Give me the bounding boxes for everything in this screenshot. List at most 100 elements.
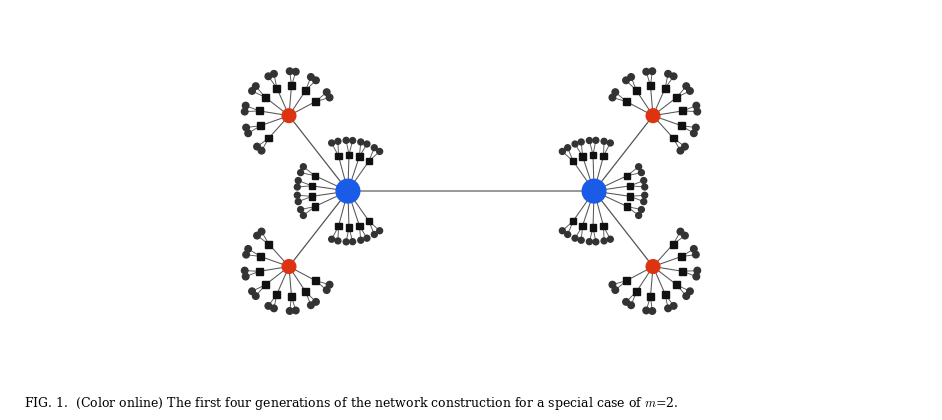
- Circle shape: [335, 138, 341, 144]
- Bar: [266, 134, 272, 142]
- Circle shape: [358, 237, 364, 243]
- Circle shape: [326, 94, 333, 101]
- Bar: [590, 152, 596, 158]
- Bar: [600, 223, 607, 229]
- Circle shape: [300, 213, 306, 218]
- Circle shape: [241, 108, 248, 115]
- Bar: [262, 281, 268, 289]
- Bar: [647, 293, 654, 300]
- Circle shape: [270, 71, 277, 77]
- Circle shape: [243, 251, 250, 258]
- Circle shape: [343, 239, 349, 245]
- Circle shape: [627, 302, 634, 309]
- Circle shape: [243, 124, 250, 131]
- Circle shape: [572, 235, 578, 241]
- Bar: [356, 223, 363, 229]
- Circle shape: [677, 147, 684, 154]
- Circle shape: [313, 299, 319, 305]
- Circle shape: [671, 303, 677, 309]
- Circle shape: [258, 228, 265, 235]
- Circle shape: [694, 267, 701, 274]
- Circle shape: [294, 184, 300, 190]
- Circle shape: [593, 239, 599, 245]
- Bar: [312, 277, 319, 284]
- Circle shape: [564, 145, 571, 151]
- Circle shape: [612, 287, 619, 293]
- Circle shape: [687, 288, 693, 294]
- Bar: [674, 281, 680, 289]
- Bar: [302, 87, 309, 94]
- Circle shape: [308, 74, 315, 80]
- Circle shape: [682, 232, 689, 239]
- Bar: [365, 158, 372, 164]
- Circle shape: [253, 232, 260, 239]
- Circle shape: [692, 251, 699, 258]
- Circle shape: [608, 236, 613, 242]
- Circle shape: [245, 130, 252, 136]
- Circle shape: [646, 109, 659, 123]
- Bar: [674, 94, 680, 101]
- Bar: [312, 173, 318, 179]
- Bar: [273, 291, 281, 297]
- Bar: [623, 277, 630, 284]
- Bar: [256, 108, 263, 114]
- Circle shape: [687, 88, 693, 94]
- Circle shape: [283, 109, 296, 123]
- Bar: [365, 218, 372, 224]
- Bar: [262, 94, 268, 101]
- Circle shape: [253, 143, 260, 150]
- Circle shape: [258, 147, 265, 154]
- Circle shape: [252, 83, 259, 89]
- Circle shape: [578, 139, 584, 145]
- Circle shape: [308, 302, 315, 309]
- Circle shape: [295, 199, 301, 205]
- Bar: [661, 85, 669, 92]
- Bar: [624, 173, 630, 179]
- Circle shape: [692, 124, 699, 131]
- Circle shape: [612, 89, 619, 95]
- Circle shape: [371, 231, 378, 237]
- Circle shape: [270, 305, 277, 312]
- Bar: [679, 108, 686, 114]
- Circle shape: [690, 130, 697, 136]
- Circle shape: [364, 141, 370, 147]
- Circle shape: [358, 139, 364, 145]
- Circle shape: [643, 68, 650, 75]
- Circle shape: [286, 68, 293, 74]
- Circle shape: [300, 164, 306, 170]
- Circle shape: [682, 143, 689, 150]
- Circle shape: [242, 102, 249, 109]
- Circle shape: [371, 145, 378, 151]
- Circle shape: [690, 246, 697, 252]
- Circle shape: [329, 140, 334, 146]
- Circle shape: [683, 293, 690, 299]
- Text: FIG. 1.  (Color online) The first four generations of the network construction f: FIG. 1. (Color online) The first four ge…: [24, 395, 678, 412]
- Circle shape: [323, 89, 330, 95]
- Bar: [633, 87, 640, 94]
- Circle shape: [642, 184, 648, 190]
- Circle shape: [560, 228, 565, 234]
- Circle shape: [313, 77, 319, 84]
- Circle shape: [286, 308, 293, 314]
- Circle shape: [252, 293, 259, 299]
- Bar: [273, 85, 281, 92]
- Bar: [312, 203, 318, 210]
- Bar: [570, 218, 577, 224]
- Bar: [335, 223, 342, 229]
- Circle shape: [665, 305, 672, 312]
- Bar: [579, 223, 586, 229]
- Bar: [309, 193, 315, 200]
- Bar: [257, 122, 264, 129]
- Circle shape: [323, 287, 330, 293]
- Circle shape: [677, 228, 684, 235]
- Circle shape: [377, 149, 382, 155]
- Circle shape: [564, 231, 571, 237]
- Bar: [678, 122, 685, 129]
- Circle shape: [639, 170, 644, 176]
- Circle shape: [642, 192, 648, 198]
- Circle shape: [643, 307, 650, 314]
- Circle shape: [693, 102, 700, 109]
- Circle shape: [326, 281, 333, 288]
- Bar: [661, 291, 669, 297]
- Circle shape: [683, 83, 690, 89]
